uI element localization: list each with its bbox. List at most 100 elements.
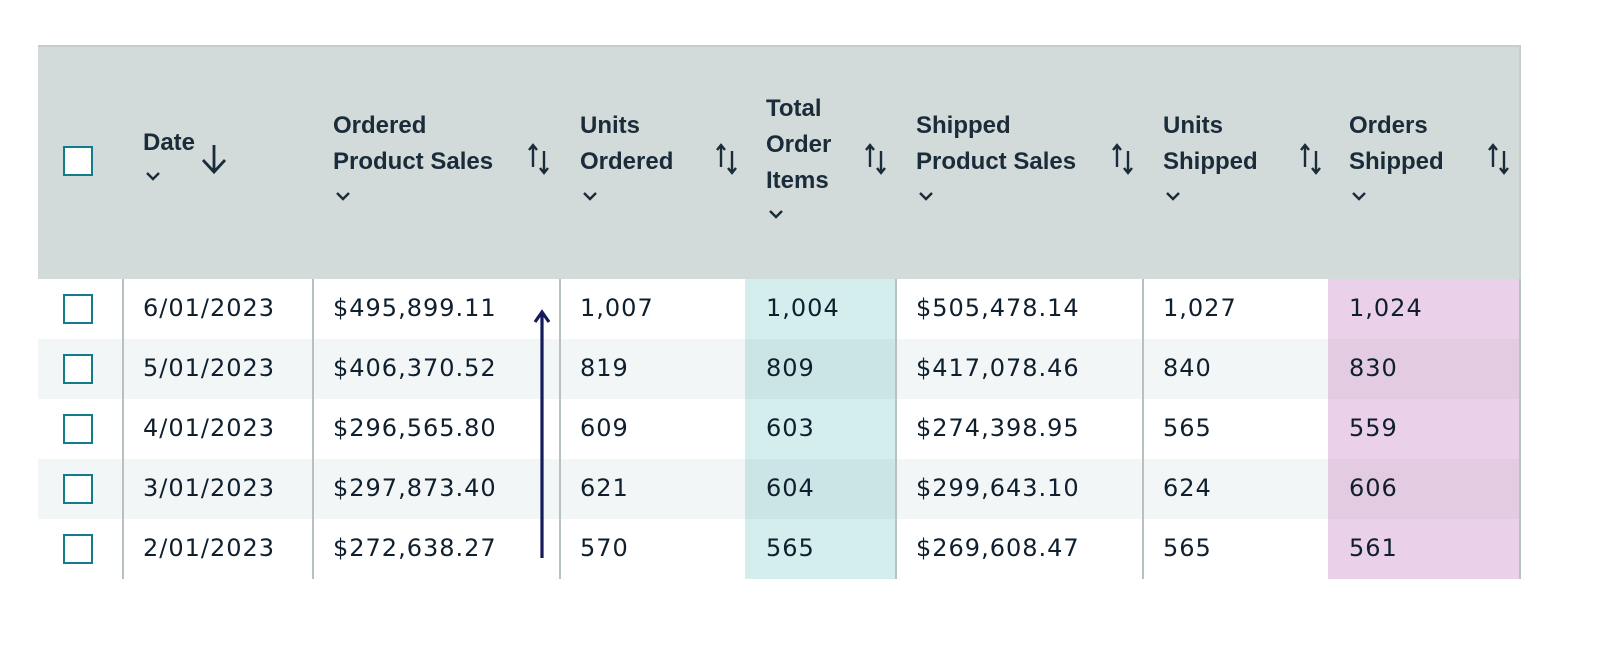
cell-text: 4/01/2023 <box>143 414 276 442</box>
header-select-all-cell <box>38 45 124 279</box>
cell-text: $272,638.27 <box>333 534 497 562</box>
cell-total-order-items: 565 <box>745 519 897 579</box>
table-row[interactable]: 5/01/2023 $406,370.52 819 809 $417,078.4… <box>38 339 1521 399</box>
cell-units-ordered: 621 <box>559 459 747 519</box>
cell-units-ordered: 1,007 <box>559 279 747 339</box>
cell-shipped-product-sales: $299,643.10 <box>895 459 1144 519</box>
cell-text: 621 <box>580 474 629 502</box>
row-select-cell <box>38 519 124 579</box>
cell-text: $495,899.11 <box>333 294 497 322</box>
sort-up-down-icon[interactable] <box>1110 142 1136 176</box>
row-checkbox[interactable] <box>63 354 93 384</box>
cell-units-shipped: 565 <box>1142 519 1330 579</box>
table-row[interactable]: 3/01/2023 $297,873.40 621 604 $299,643.1… <box>38 459 1521 519</box>
cell-units-shipped: 565 <box>1142 399 1330 459</box>
row-select-cell <box>38 399 124 459</box>
arrow-down-icon[interactable] <box>200 142 228 176</box>
cell-text: 840 <box>1163 354 1212 382</box>
header-shipped-product-sales-line-2: Product Sales <box>916 148 1077 175</box>
chevron-down-icon[interactable] <box>580 188 600 204</box>
sort-up-down-icon[interactable] <box>863 142 889 176</box>
cell-ordered-product-sales: $297,873.40 <box>312 459 561 519</box>
cell-units-ordered: 570 <box>559 519 747 579</box>
cell-date: 3/01/2023 <box>122 459 314 519</box>
row-checkbox[interactable] <box>63 474 93 504</box>
cell-text: $406,370.52 <box>333 354 497 382</box>
cell-text: 559 <box>1349 414 1398 442</box>
chevron-down-icon[interactable] <box>1163 188 1183 204</box>
chevron-down-icon[interactable] <box>916 188 936 204</box>
sort-up-down-icon[interactable] <box>1486 142 1512 176</box>
cell-text: 609 <box>580 414 629 442</box>
cell-orders-shipped: 561 <box>1328 519 1521 579</box>
cell-text: 1,004 <box>766 294 840 322</box>
cell-text: $505,478.14 <box>916 294 1080 322</box>
sort-up-down-icon[interactable] <box>1298 142 1324 176</box>
cell-text: 565 <box>1163 534 1212 562</box>
table-row[interactable]: 6/01/2023 $495,899.11 1,007 1,004 $505,4… <box>38 279 1521 339</box>
row-checkbox[interactable] <box>63 534 93 564</box>
header-shipped-product-sales[interactable]: Shipped Product Sales <box>895 45 1144 279</box>
cell-text: 565 <box>1163 414 1212 442</box>
cell-text: 603 <box>766 414 815 442</box>
header-shipped-product-sales-label: Shipped Product Sales <box>916 108 1076 180</box>
header-units-ordered-line-2: Ordered <box>580 148 674 175</box>
header-ordered-product-sales[interactable]: Ordered Product Sales <box>312 45 561 279</box>
header-ordered-product-sales-line-2: Product Sales <box>333 148 494 175</box>
cell-text: 604 <box>766 474 815 502</box>
chevron-down-icon[interactable] <box>143 168 163 184</box>
cell-text: $269,608.47 <box>916 534 1080 562</box>
cell-total-order-items: 603 <box>745 399 897 459</box>
cell-shipped-product-sales: $269,608.47 <box>895 519 1144 579</box>
row-select-cell <box>38 339 124 399</box>
header-orders-shipped[interactable]: Orders Shipped <box>1328 45 1521 279</box>
header-units-ordered-label: Units Ordered <box>580 108 673 180</box>
cell-date: 5/01/2023 <box>122 339 314 399</box>
cell-text: $274,398.95 <box>916 414 1080 442</box>
cell-ordered-product-sales: $406,370.52 <box>312 339 561 399</box>
cell-text: $299,643.10 <box>916 474 1080 502</box>
sort-up-down-icon[interactable] <box>526 142 552 176</box>
cell-orders-shipped: 830 <box>1328 339 1521 399</box>
header-total-order-items-line-1: Total <box>766 95 822 122</box>
cell-date: 6/01/2023 <box>122 279 314 339</box>
cell-units-shipped: 1,027 <box>1142 279 1330 339</box>
cell-text: 830 <box>1349 354 1398 382</box>
table-row[interactable]: 2/01/2023 $272,638.27 570 565 $269,608.4… <box>38 519 1521 579</box>
header-date[interactable]: Date <box>122 45 314 279</box>
arrow-up-icon <box>533 309 551 558</box>
cell-text: 2/01/2023 <box>143 534 276 562</box>
chevron-down-icon[interactable] <box>766 206 786 222</box>
cell-units-ordered: 609 <box>559 399 747 459</box>
row-checkbox[interactable] <box>63 294 93 324</box>
header-units-shipped[interactable]: Units Shipped <box>1142 45 1330 279</box>
cell-shipped-product-sales: $274,398.95 <box>895 399 1144 459</box>
cell-shipped-product-sales: $505,478.14 <box>895 279 1144 339</box>
cell-units-shipped: 624 <box>1142 459 1330 519</box>
sort-up-down-icon[interactable] <box>714 142 740 176</box>
cell-ordered-product-sales: $296,565.80 <box>312 399 561 459</box>
cell-text: 1,007 <box>580 294 654 322</box>
chevron-down-icon[interactable] <box>1349 188 1369 204</box>
cell-text: $297,873.40 <box>333 474 497 502</box>
header-units-shipped-line-1: Units <box>1163 112 1223 139</box>
cell-text: 570 <box>580 534 629 562</box>
header-units-ordered[interactable]: Units Ordered <box>559 45 747 279</box>
header-total-order-items[interactable]: Total Order Items <box>745 45 897 279</box>
cell-text: 1,027 <box>1163 294 1237 322</box>
header-units-ordered-line-1: Units <box>580 112 640 139</box>
table-row[interactable]: 4/01/2023 $296,565.80 609 603 $274,398.9… <box>38 399 1521 459</box>
cell-text: 561 <box>1349 534 1398 562</box>
header-ordered-product-sales-label: Ordered Product Sales <box>333 108 493 180</box>
select-all-checkbox[interactable] <box>63 146 93 176</box>
cell-total-order-items: 1,004 <box>745 279 897 339</box>
header-units-shipped-label: Units Shipped <box>1163 108 1258 180</box>
cell-text: 6/01/2023 <box>143 294 276 322</box>
header-total-order-items-line-3: Items <box>766 167 829 194</box>
row-select-cell <box>38 459 124 519</box>
cell-ordered-product-sales: $272,638.27 <box>312 519 561 579</box>
chevron-down-icon[interactable] <box>333 188 353 204</box>
cell-text: 606 <box>1349 474 1398 502</box>
cell-text: $417,078.46 <box>916 354 1080 382</box>
row-checkbox[interactable] <box>63 414 93 444</box>
